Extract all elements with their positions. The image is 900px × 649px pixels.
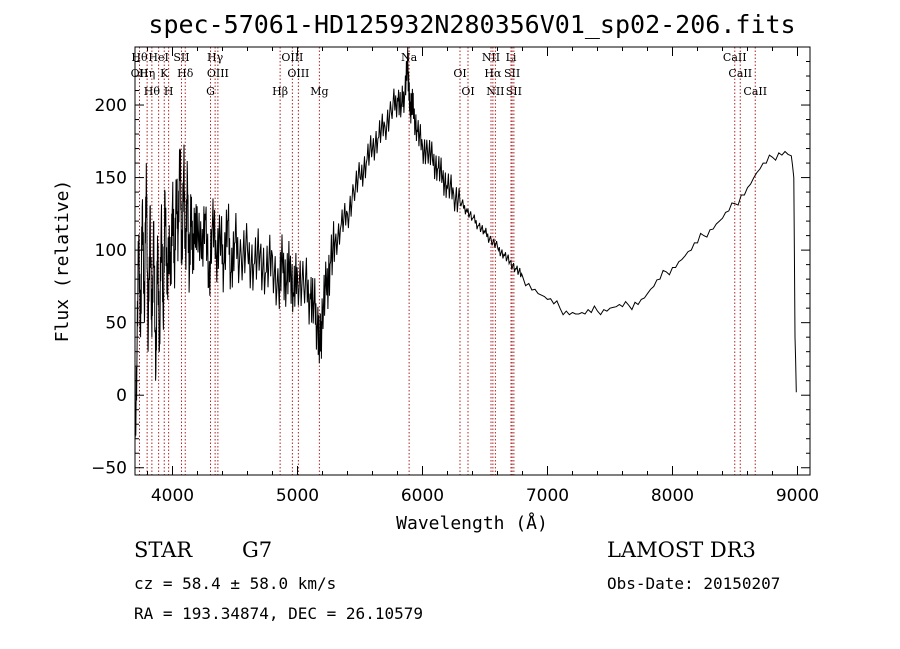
line-label: NII bbox=[482, 51, 500, 64]
coordinates: RA = 193.34874, DEC = 26.10579 bbox=[134, 604, 423, 623]
redshift-cz: cz = 58.4 ± 58.0 km/s bbox=[134, 574, 337, 593]
line-label: SII bbox=[506, 85, 522, 98]
line-labels: HθOIIHηHθHeIKHSIIHδGHγOIIIHβOIIIOIIIMgNa… bbox=[131, 51, 767, 98]
obs-date: Obs-Date: 20150207 bbox=[607, 574, 781, 593]
line-label: Li bbox=[506, 51, 517, 64]
chart-title: spec-57061-HD125932N280356V01_sp02-206.f… bbox=[148, 10, 795, 39]
x-tick-label: 6000 bbox=[401, 486, 444, 506]
x-tick-label: 4000 bbox=[151, 486, 194, 506]
line-label: CaII bbox=[723, 51, 747, 64]
line-label: Hη bbox=[139, 67, 155, 80]
line-label: G bbox=[206, 85, 215, 98]
y-tick-label: −50 bbox=[91, 459, 127, 479]
line-label: OI bbox=[461, 85, 474, 98]
line-label: Hδ bbox=[177, 67, 194, 80]
line-label: Mg bbox=[310, 85, 328, 98]
y-tick-label: 0 bbox=[116, 386, 127, 406]
line-label: Hθ bbox=[131, 51, 148, 64]
line-label: OIII bbox=[207, 67, 229, 80]
survey-name: LAMOST DR3 bbox=[607, 538, 756, 562]
x-tick-label: 9000 bbox=[776, 486, 819, 506]
line-label: Na bbox=[401, 51, 418, 64]
line-label: K bbox=[160, 67, 169, 80]
x-axis-label: Wavelength (Å) bbox=[396, 512, 548, 534]
line-label: Hθ bbox=[144, 85, 161, 98]
flux-series-line bbox=[134, 47, 797, 439]
x-tick-label: 7000 bbox=[526, 486, 569, 506]
y-tick-label: 200 bbox=[95, 96, 127, 116]
line-label: SII bbox=[173, 51, 189, 64]
line-label: SII bbox=[504, 67, 520, 80]
x-tick-label: 8000 bbox=[651, 486, 694, 506]
y-axis-label: Flux (relative) bbox=[52, 180, 73, 343]
line-label: Hγ bbox=[207, 51, 224, 64]
line-label: OIII bbox=[281, 51, 303, 64]
y-tick-label: 100 bbox=[95, 241, 127, 261]
line-label: H bbox=[164, 85, 174, 98]
subclass: G7 bbox=[242, 538, 273, 562]
line-label: Hα bbox=[484, 67, 502, 80]
object-class: STAR bbox=[134, 538, 193, 562]
x-tick-label: 5000 bbox=[276, 486, 319, 506]
plot-frame bbox=[134, 46, 811, 476]
line-label: Hβ bbox=[272, 85, 288, 98]
y-tick-label: 50 bbox=[105, 314, 127, 334]
y-tick-label: 150 bbox=[95, 169, 127, 189]
axis-ticks: 4000 5000 6000 7000 8000 9000 −50 0 50 100 150 200 bbox=[91, 47, 819, 506]
line-label: NII bbox=[486, 85, 504, 98]
line-label: HeI bbox=[148, 51, 168, 64]
line-label: OIII bbox=[287, 67, 309, 80]
line-label: CaII bbox=[728, 67, 752, 80]
line-label: OI bbox=[453, 67, 466, 80]
line-label: CaII bbox=[743, 85, 767, 98]
